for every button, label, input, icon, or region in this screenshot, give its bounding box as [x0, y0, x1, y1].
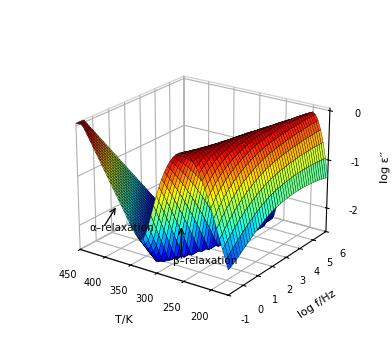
Text: β–relaxation: β–relaxation — [173, 256, 238, 266]
Y-axis label: log f/Hz: log f/Hz — [297, 288, 338, 320]
X-axis label: T/K: T/K — [115, 315, 133, 325]
Text: α–relaxation: α–relaxation — [89, 223, 154, 233]
